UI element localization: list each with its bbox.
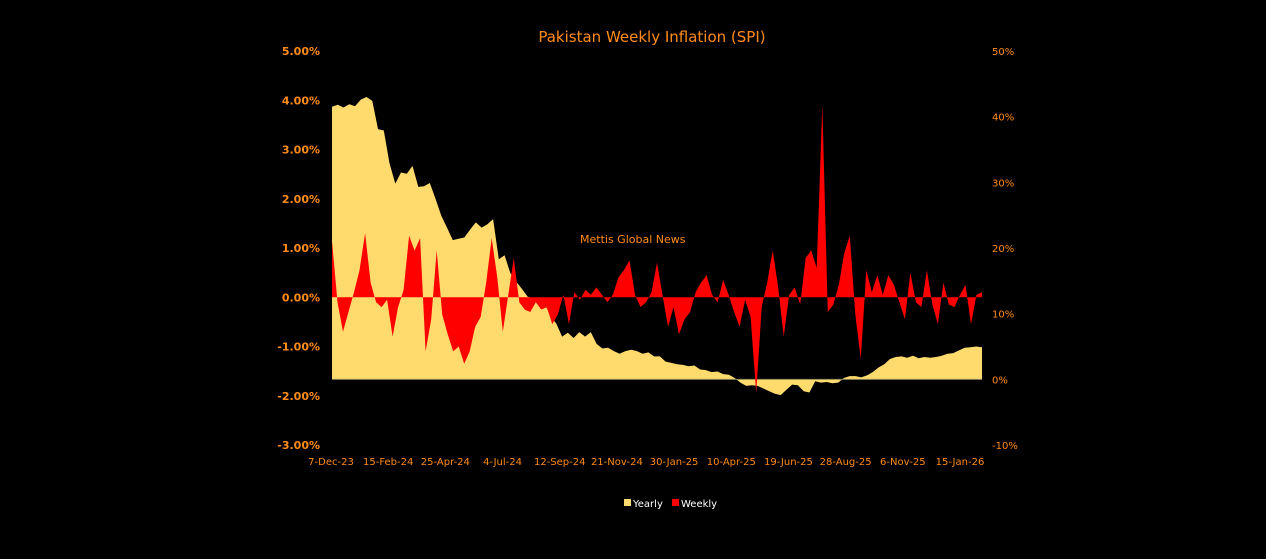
right-tick-label: 20% bbox=[992, 244, 1014, 255]
x-tick-label: 28-Aug-25 bbox=[820, 457, 872, 468]
x-tick-label: 10-Apr-25 bbox=[707, 457, 756, 468]
legend-swatch-yearly bbox=[624, 499, 631, 506]
x-tick-label: 12-Sep-24 bbox=[534, 457, 586, 468]
x-tick-label: 6-Nov-25 bbox=[880, 457, 926, 468]
right-tick-label: 50% bbox=[992, 47, 1014, 58]
left-axis: 5.00% 4.00% 3.00% 2.00% 1.00% 0.00% -1.00% -2.0… bbox=[277, 45, 320, 452]
legend-label-yearly: Yearly bbox=[632, 499, 663, 510]
x-axis: 7-Dec-23 15-Feb-24 25-Apr-24 4-Jul-24 12-Sep… bbox=[308, 457, 984, 468]
yearly-series-layer bbox=[332, 97, 982, 396]
legend: Yearly Weekly bbox=[624, 499, 717, 510]
x-tick-label: 30-Jan-25 bbox=[650, 457, 699, 468]
x-tick-label: 7-Dec-23 bbox=[308, 457, 354, 468]
x-tick-label: 21-Nov-24 bbox=[591, 457, 643, 468]
right-tick-label: 30% bbox=[992, 178, 1014, 189]
chart-title: Pakistan Weekly Inflation (SPI) bbox=[538, 28, 765, 46]
x-tick-label: 4-Jul-24 bbox=[483, 457, 522, 468]
left-tick-label: 3.00% bbox=[282, 144, 320, 157]
yearly-area bbox=[332, 97, 982, 396]
x-tick-label: 25-Apr-24 bbox=[421, 457, 470, 468]
legend-swatch-weekly bbox=[672, 499, 679, 506]
x-tick-label: 15-Jan-26 bbox=[936, 457, 985, 468]
left-tick-label: 1.00% bbox=[282, 242, 320, 255]
right-tick-label: 40% bbox=[992, 113, 1014, 124]
left-tick-label: 2.00% bbox=[282, 193, 320, 206]
right-tick-label: -10% bbox=[992, 441, 1018, 452]
right-axis: 50% 40% 30% 20% 10% 0% -10% bbox=[992, 47, 1018, 452]
x-tick-label: 15-Feb-24 bbox=[363, 457, 413, 468]
watermark: Mettis Global News bbox=[580, 233, 686, 246]
left-tick-label: 5.00% bbox=[282, 45, 320, 58]
left-tick-label: -3.00% bbox=[277, 439, 320, 452]
left-tick-label: 4.00% bbox=[282, 94, 320, 107]
right-tick-label: 10% bbox=[992, 310, 1014, 321]
left-tick-label: -1.00% bbox=[277, 341, 320, 354]
left-tick-label: -2.00% bbox=[277, 390, 320, 403]
x-tick-label: 19-Jun-25 bbox=[764, 457, 813, 468]
legend-label-weekly: Weekly bbox=[681, 499, 717, 510]
right-tick-label: 0% bbox=[992, 375, 1008, 386]
left-tick-label: 0.00% bbox=[282, 291, 320, 304]
